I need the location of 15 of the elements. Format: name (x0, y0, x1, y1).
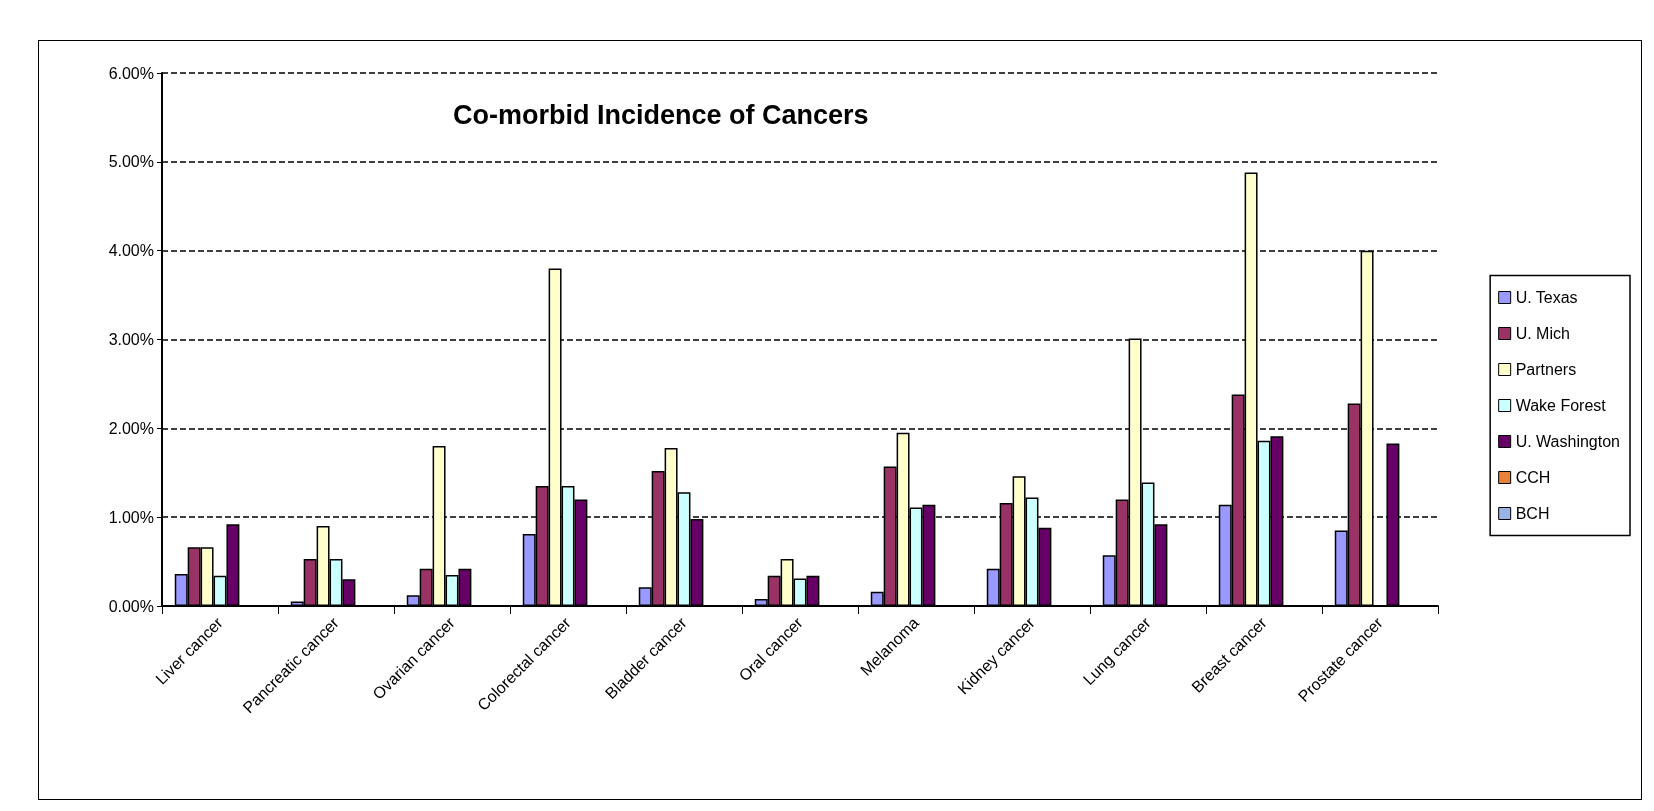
y-tick-label: 3.00% (108, 331, 154, 348)
legend-label: BCH (1515, 505, 1550, 522)
y-tick-label: 4.00% (108, 242, 154, 260)
legend-label: U. Mich (1515, 325, 1570, 342)
y-tick-label: 1.00% (108, 508, 154, 526)
legend-label: CCH (1515, 469, 1551, 486)
y-tick-label: 6.00% (108, 64, 154, 82)
y-tick-label: 0.00% (108, 597, 154, 615)
y-tick-label: 5.00% (108, 153, 154, 171)
text: Co-morbid Incidence of Cancers (453, 99, 869, 130)
y-tick-label: 2.00% (108, 419, 154, 437)
legend-label: Partners (1515, 361, 1577, 378)
legend-label: U. Washington (1515, 433, 1620, 450)
legend-label: Wake Forest (1515, 397, 1607, 414)
legend-label: U. Texas (1515, 289, 1578, 306)
